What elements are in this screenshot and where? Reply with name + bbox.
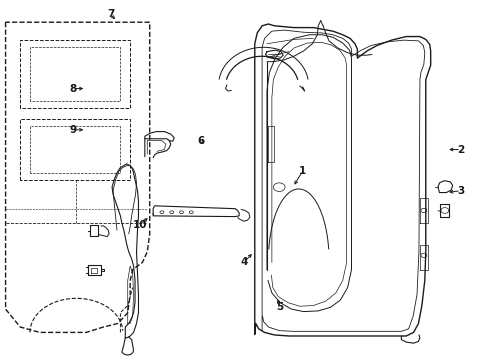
- Text: 5: 5: [276, 302, 284, 312]
- Text: 2: 2: [457, 144, 465, 154]
- Text: 4: 4: [240, 257, 248, 267]
- Text: 6: 6: [197, 136, 205, 145]
- Text: 10: 10: [133, 220, 147, 230]
- Text: 3: 3: [457, 186, 465, 196]
- Text: 8: 8: [70, 84, 76, 94]
- Text: 9: 9: [70, 125, 76, 135]
- Text: 7: 7: [107, 9, 114, 19]
- Text: 1: 1: [299, 166, 306, 176]
